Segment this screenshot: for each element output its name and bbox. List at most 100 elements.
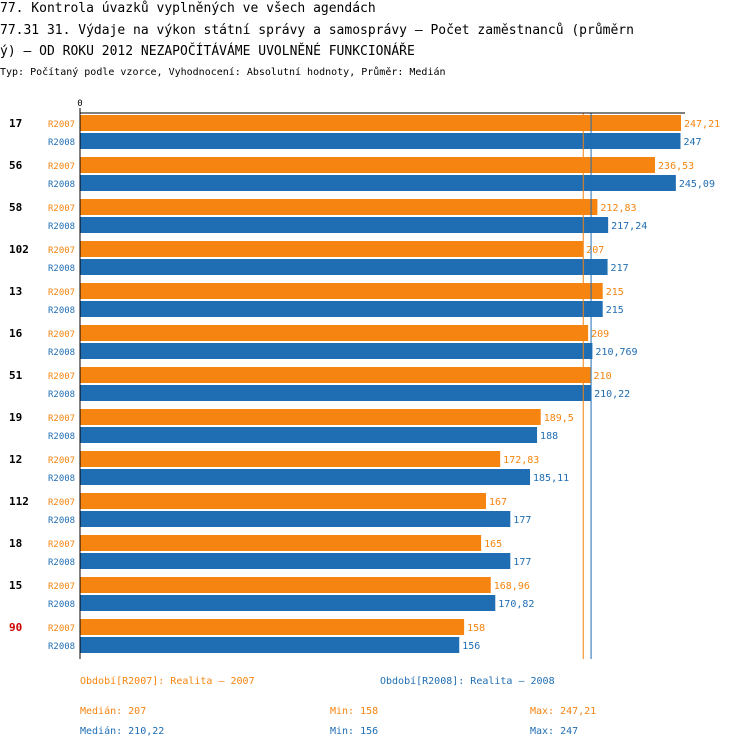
value-label-16-r2008: 210,769 bbox=[595, 347, 637, 358]
chart-subtitle: Typ: Počítaný podle vzorce, Vyhodnocení:… bbox=[0, 67, 446, 78]
bar-17-r2007 bbox=[80, 115, 681, 131]
category-label-12: 12 bbox=[9, 453, 22, 466]
value-label-112-r2008: 177 bbox=[513, 515, 531, 526]
bar-13-r2007 bbox=[80, 283, 603, 299]
value-label-58-r2007: 212,83 bbox=[600, 203, 636, 214]
bar-51-r2008 bbox=[80, 385, 592, 401]
value-label-15-r2007: 168,96 bbox=[494, 581, 530, 592]
series-label-r2007: R2007 bbox=[48, 246, 75, 256]
bar-16-r2008 bbox=[80, 343, 593, 359]
legend-r2008: Období[R2008]: Realita – 2008 bbox=[380, 676, 555, 687]
bar-18-r2008 bbox=[80, 553, 511, 569]
category-label-15: 15 bbox=[9, 579, 22, 592]
series-label-r2007: R2007 bbox=[48, 414, 75, 424]
value-label-112-r2007: 167 bbox=[489, 497, 507, 508]
value-label-102-r2008: 217 bbox=[611, 263, 629, 274]
series-label-r2008: R2008 bbox=[48, 348, 75, 358]
bar-12-r2008 bbox=[80, 469, 531, 485]
category-label-19: 19 bbox=[9, 411, 22, 424]
series-label-r2008: R2008 bbox=[48, 474, 75, 484]
bar-17-r2008 bbox=[80, 133, 681, 149]
bar-19-r2007 bbox=[80, 409, 541, 425]
category-label-56: 56 bbox=[9, 159, 23, 172]
legend-r2007: Období[R2007]: Realita – 2007 bbox=[80, 676, 255, 687]
bar-56-r2008 bbox=[80, 175, 676, 191]
series-label-r2008: R2008 bbox=[48, 390, 75, 400]
chart-title-line-2: 77.31 31. Výdaje na výkon státní správy … bbox=[0, 23, 634, 38]
value-label-13-r2007: 215 bbox=[606, 287, 624, 298]
series-label-r2007: R2007 bbox=[48, 204, 75, 214]
stat-median-r2008: Medián: 210,22 bbox=[80, 726, 165, 737]
series-label-r2008: R2008 bbox=[48, 180, 75, 190]
series-label-r2008: R2008 bbox=[48, 222, 75, 232]
series-label-r2007: R2007 bbox=[48, 120, 75, 130]
category-label-51: 51 bbox=[9, 369, 23, 382]
bar-90-r2008 bbox=[80, 637, 460, 653]
series-label-r2007: R2007 bbox=[48, 162, 75, 172]
bar-51-r2007 bbox=[80, 367, 591, 383]
value-label-51-r2007: 210 bbox=[594, 371, 612, 382]
value-label-102-r2007: 207 bbox=[586, 245, 604, 256]
value-label-17-r2007: 247,21 bbox=[684, 119, 720, 130]
value-label-17-r2008: 247 bbox=[683, 137, 701, 148]
bar-15-r2008 bbox=[80, 595, 496, 611]
bar-16-r2007 bbox=[80, 325, 589, 341]
stat-min-r2007: Min: 158 bbox=[330, 706, 379, 717]
series-label-r2008: R2008 bbox=[48, 642, 75, 652]
bar-18-r2007 bbox=[80, 535, 482, 551]
value-label-13-r2008: 215 bbox=[606, 305, 624, 316]
bar-chart: 0 17 R2007 247,21 R2008 247 56 R2007 236,53 R2008… bbox=[9, 99, 720, 659]
series-label-r2008: R2008 bbox=[48, 138, 75, 148]
category-label-112: 112 bbox=[9, 495, 29, 508]
category-label-13: 13 bbox=[9, 285, 22, 298]
stat-max-r2007: Max: 247,21 bbox=[530, 706, 597, 717]
bar-112-r2007 bbox=[80, 493, 486, 509]
bar-15-r2007 bbox=[80, 577, 491, 593]
bar-58-r2008 bbox=[80, 217, 609, 233]
stat-min-r2008: Min: 156 bbox=[330, 726, 379, 737]
category-label-58: 58 bbox=[9, 201, 22, 214]
series-label-r2008: R2008 bbox=[48, 600, 75, 610]
bar-58-r2007 bbox=[80, 199, 598, 215]
stat-median-r2007: Medián: 207 bbox=[80, 706, 147, 717]
bar-102-r2008 bbox=[80, 259, 608, 275]
value-label-56-r2007: 236,53 bbox=[658, 161, 694, 172]
value-label-56-r2008: 245,09 bbox=[679, 179, 715, 190]
value-label-16-r2007: 209 bbox=[591, 329, 609, 340]
value-label-12-r2007: 172,83 bbox=[503, 455, 539, 466]
bar-102-r2007 bbox=[80, 241, 584, 257]
series-label-r2008: R2008 bbox=[48, 516, 75, 526]
stat-max-r2008: Max: 247 bbox=[530, 726, 579, 737]
bar-112-r2008 bbox=[80, 511, 511, 527]
series-label-r2007: R2007 bbox=[48, 288, 75, 298]
value-label-18-r2008: 177 bbox=[513, 557, 531, 568]
value-label-19-r2008: 188 bbox=[540, 431, 558, 442]
chart-title-line-3: ý) – OD ROKU 2012 NEZAPOČÍTÁVÁME UVOLNĚN… bbox=[0, 44, 415, 59]
value-label-15-r2008: 170,82 bbox=[498, 599, 534, 610]
value-label-12-r2008: 185,11 bbox=[533, 473, 569, 484]
bar-12-r2007 bbox=[80, 451, 501, 467]
series-label-r2007: R2007 bbox=[48, 456, 75, 466]
category-label-18: 18 bbox=[9, 537, 22, 550]
bar-13-r2008 bbox=[80, 301, 603, 317]
series-label-r2007: R2007 bbox=[48, 624, 75, 634]
value-label-51-r2008: 210,22 bbox=[594, 389, 630, 400]
value-label-58-r2008: 217,24 bbox=[611, 221, 647, 232]
series-label-r2008: R2008 bbox=[48, 432, 75, 442]
bar-90-r2007 bbox=[80, 619, 465, 635]
series-label-r2007: R2007 bbox=[48, 372, 75, 382]
value-label-18-r2007: 165 bbox=[484, 539, 502, 550]
series-label-r2007: R2007 bbox=[48, 330, 75, 340]
series-label-r2007: R2007 bbox=[48, 498, 75, 508]
value-label-19-r2007: 189,5 bbox=[544, 413, 574, 424]
bar-56-r2007 bbox=[80, 157, 656, 173]
category-label-16: 16 bbox=[9, 327, 23, 340]
value-label-90-r2007: 158 bbox=[467, 623, 485, 634]
category-label-17: 17 bbox=[9, 117, 22, 130]
category-label-102: 102 bbox=[9, 243, 29, 256]
axis-zero-label: 0 bbox=[77, 99, 82, 109]
value-label-90-r2008: 156 bbox=[462, 641, 480, 652]
series-label-r2008: R2008 bbox=[48, 306, 75, 316]
category-label-90: 90 bbox=[9, 621, 22, 634]
bar-19-r2008 bbox=[80, 427, 538, 443]
